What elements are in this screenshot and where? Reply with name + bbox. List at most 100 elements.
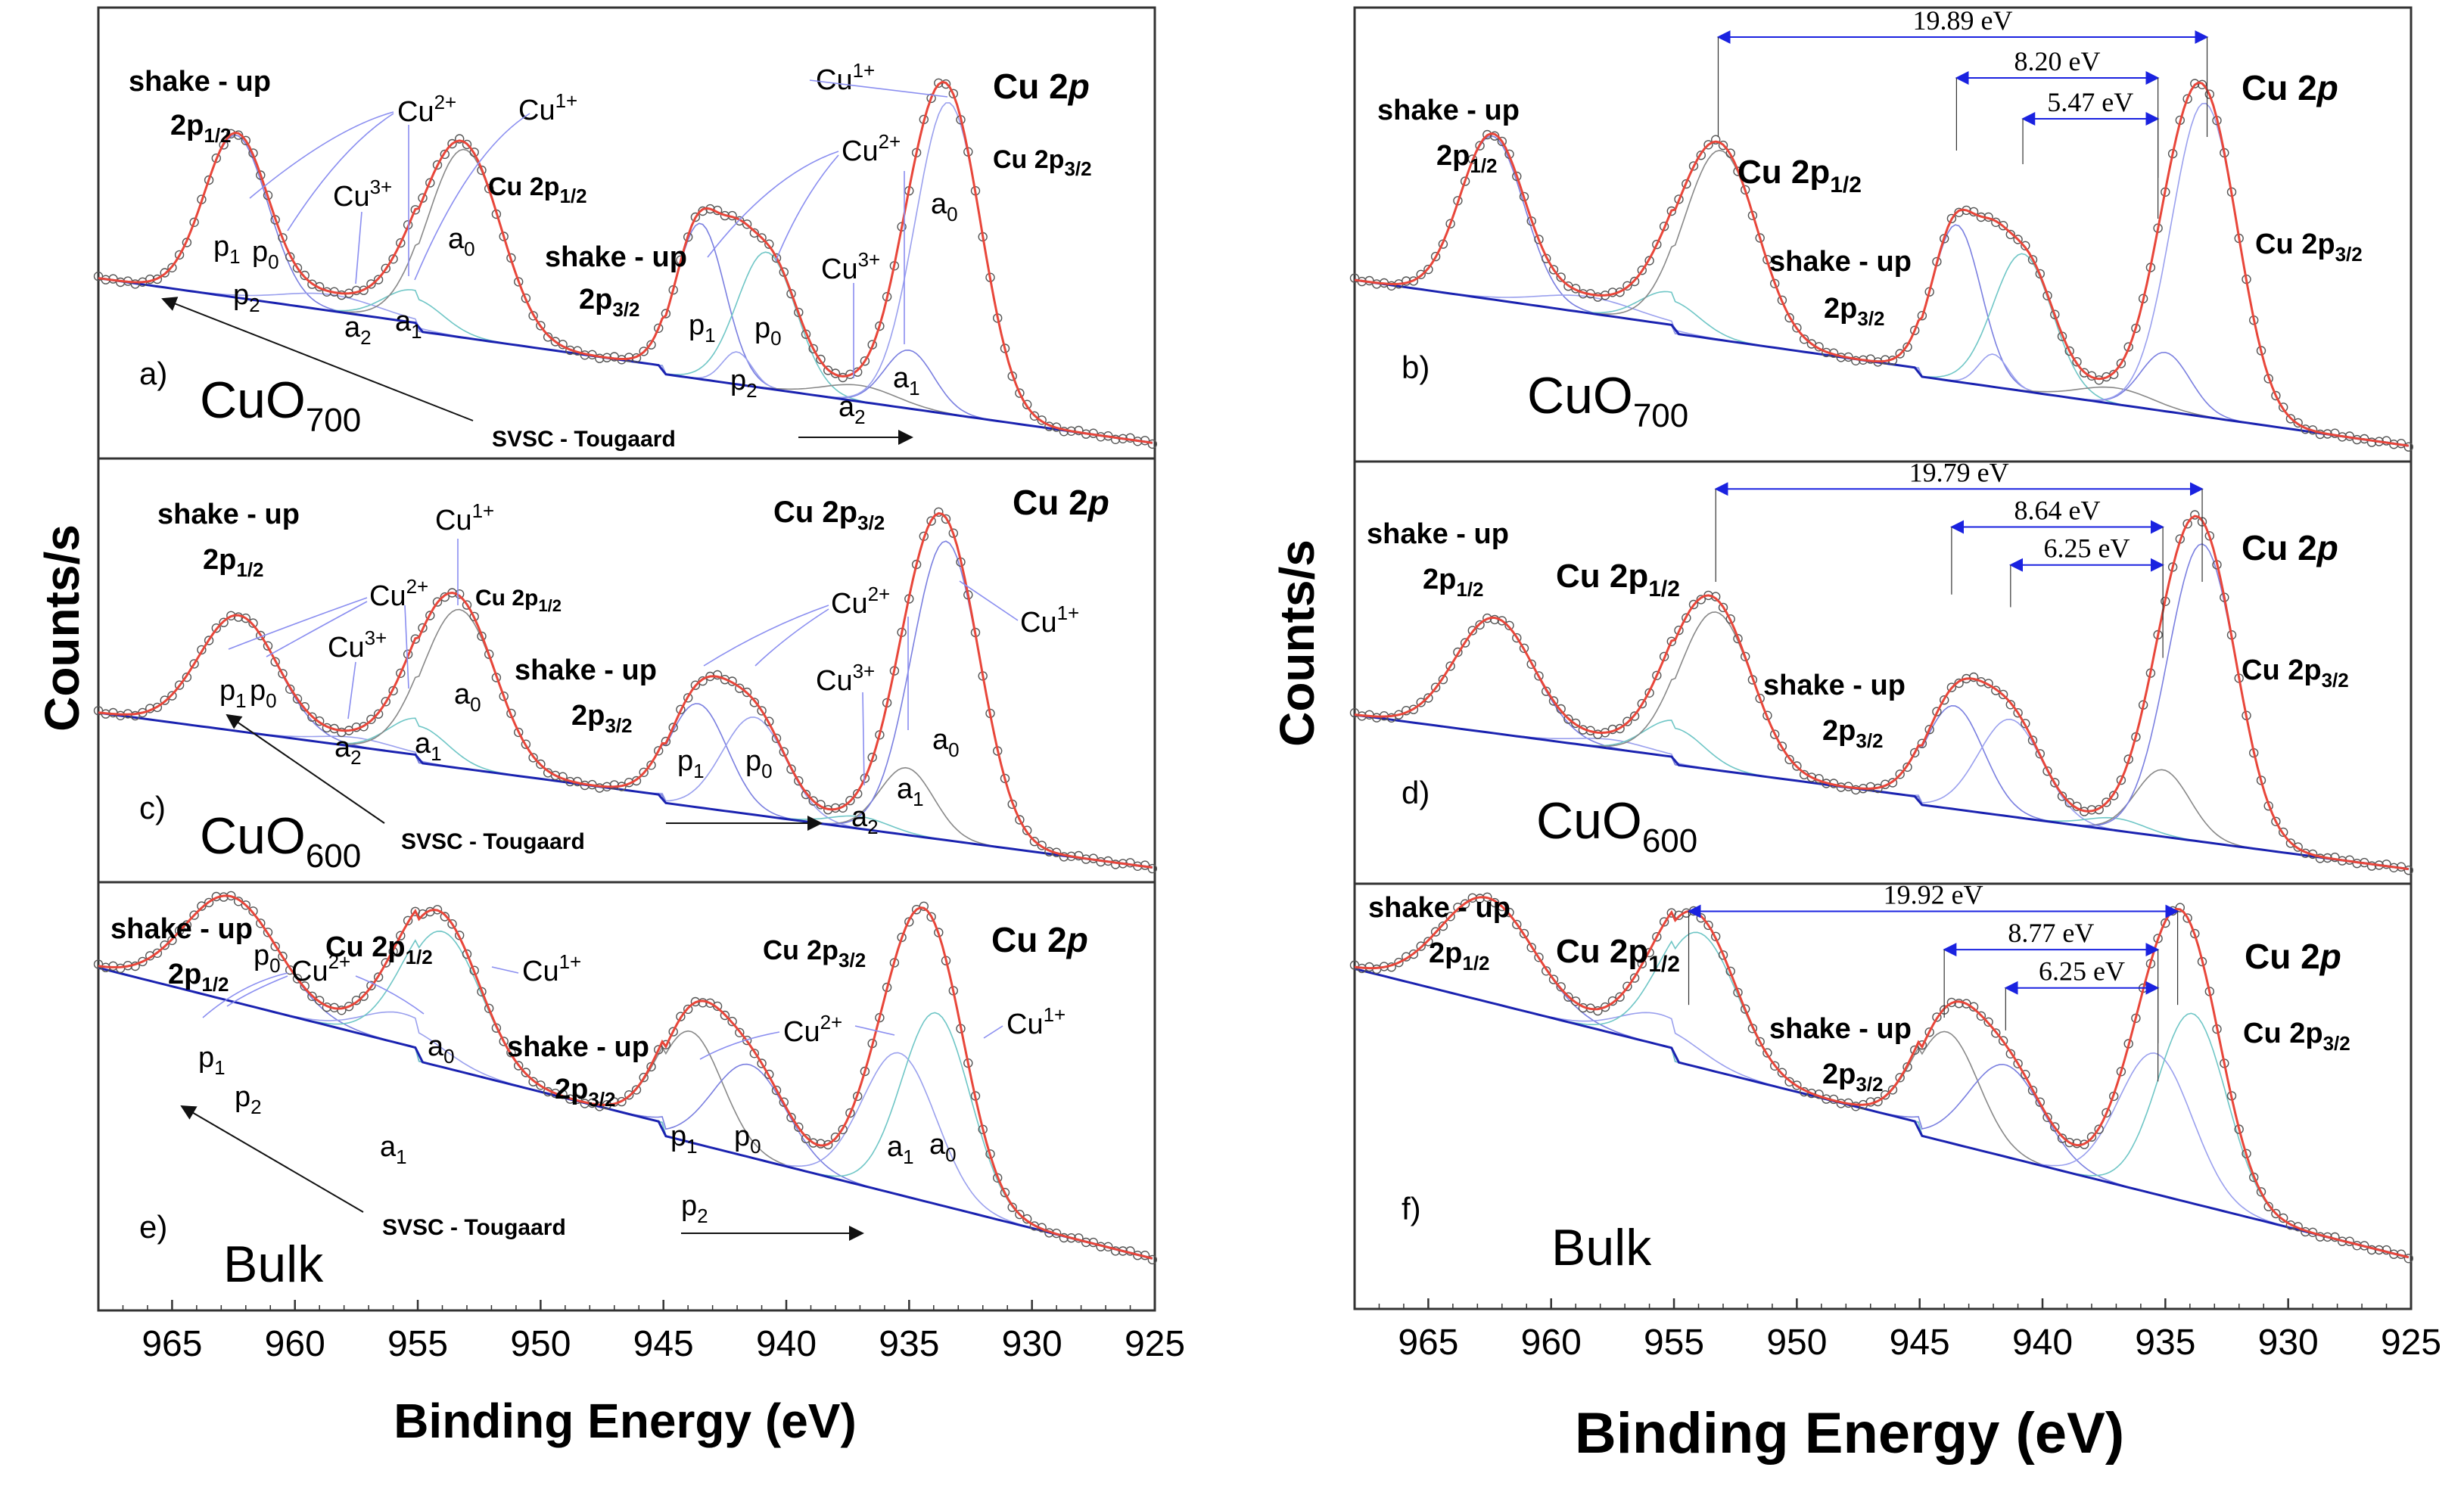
data-point: [1696, 150, 1706, 160]
panel-c-leaders: [228, 539, 1019, 786]
data-point: [469, 148, 479, 157]
panel-c-bg-label: SVSC - Tougaard: [401, 829, 585, 854]
splitting-label: 19.79 eV: [1909, 457, 2009, 487]
panel-f-shakeup-12: shake - up: [1368, 892, 1510, 924]
data-point: [1445, 661, 1455, 671]
data-point: [1110, 860, 1121, 869]
data-point: [816, 354, 826, 365]
background-line: [98, 711, 1153, 869]
data-point: [381, 958, 390, 968]
data-point: [1408, 704, 1419, 714]
data-point: [1792, 1080, 1802, 1090]
data-point: [1917, 311, 1927, 321]
data-point: [1652, 239, 1662, 250]
panel-b-shakeup-32-sub: 2p3/2: [1824, 293, 1885, 330]
data-point: [2005, 229, 2016, 240]
data-point: [1710, 135, 1721, 145]
data-point: [2285, 414, 2296, 424]
panel-a-p1-r: p1: [689, 309, 716, 347]
data-point: [1983, 1017, 1993, 1027]
data-point: [771, 253, 782, 263]
splitting-label: 5.47 eV: [2047, 87, 2133, 117]
panel-e-cu1plus: Cu1+: [522, 950, 581, 987]
data-point: [1769, 278, 1780, 288]
data-point: [499, 1037, 509, 1046]
data-point: [219, 140, 229, 150]
data-point: [160, 940, 170, 950]
data-point: [1416, 698, 1426, 707]
data-point: [654, 746, 664, 756]
data-point: [1519, 928, 1529, 939]
panel-e-label: e): [139, 1209, 167, 1245]
data-point: [1015, 388, 1025, 398]
panel-e-p2-r: p2: [681, 1190, 708, 1227]
data-point: [1593, 1006, 1603, 1016]
data-point: [2330, 852, 2340, 863]
data-point: [189, 910, 199, 920]
data-point: [514, 1061, 524, 1071]
panel-c-p1-l: p1: [219, 675, 247, 712]
data-point: [278, 951, 288, 962]
data-point: [1851, 1102, 1861, 1111]
panel-c-a2-r: a2: [851, 801, 879, 838]
data-point: [1548, 696, 1559, 706]
data-point: [757, 1058, 767, 1068]
data-point: [440, 592, 450, 602]
data-point: [1548, 265, 1559, 275]
data-point: [661, 309, 671, 319]
panel-e-a0-r: a0: [929, 1129, 957, 1166]
data-point: [1769, 729, 1780, 739]
data-point: [2108, 791, 2119, 800]
panel-e-a1-r: a1: [887, 1131, 914, 1168]
data-point: [396, 931, 406, 940]
data-point: [381, 697, 390, 707]
data-point: [2057, 791, 2067, 801]
data-point: [1718, 950, 1728, 960]
data-point: [1784, 754, 1794, 765]
panel-c-p1-r: p1: [677, 745, 705, 782]
data-point: [2366, 437, 2377, 447]
data-point: [204, 636, 214, 645]
data-point: [1563, 714, 1573, 724]
panel-e-cu2plus: Cu2+: [291, 950, 350, 987]
data-point: [1022, 399, 1032, 409]
panel-c-cu2p32: Cu 2p3/2: [773, 496, 885, 534]
data-point: [948, 89, 959, 99]
data-point: [455, 134, 465, 144]
panel-c-cu2plus-r: Cu2+: [831, 583, 890, 620]
data-point: [1430, 927, 1441, 937]
data-point: [2403, 442, 2414, 452]
data-point: [1622, 717, 1632, 726]
data-point: [381, 263, 390, 273]
panel-a-cu3plus-r: Cu3+: [821, 248, 880, 285]
component-curve: [1354, 543, 2409, 870]
data-point: [514, 277, 524, 287]
panel-f-shakeup-12-sub: 2p1/2: [1429, 937, 1490, 975]
data-point: [189, 217, 199, 227]
data-point: [256, 170, 266, 180]
data-point: [1976, 1011, 1986, 1021]
data-point: [1593, 729, 1603, 739]
data-point: [1998, 689, 2008, 700]
data-point: [2050, 1122, 2060, 1132]
panel-e-cu2p32: Cu 2p3/2: [763, 934, 866, 971]
data-point: [462, 600, 472, 610]
data-point: [2021, 241, 2030, 250]
data-point: [1615, 992, 1625, 1002]
data-point: [2021, 1069, 2030, 1080]
data-point: [1022, 1214, 1032, 1224]
data-point: [1526, 659, 1536, 669]
data-point: [359, 991, 369, 1001]
component-curve: [1354, 253, 2409, 446]
data-point: [794, 307, 804, 318]
data-point: [469, 611, 479, 622]
data-point: [2035, 749, 2046, 759]
envelope-fit: [1354, 514, 2409, 871]
data-point: [410, 205, 420, 215]
data-point: [1991, 1028, 2001, 1038]
data-point: [1600, 1002, 1610, 1012]
splitting-label: 8.64 eV: [2014, 496, 2101, 526]
data-point: [2293, 842, 2303, 852]
data-point: [1902, 762, 1912, 772]
